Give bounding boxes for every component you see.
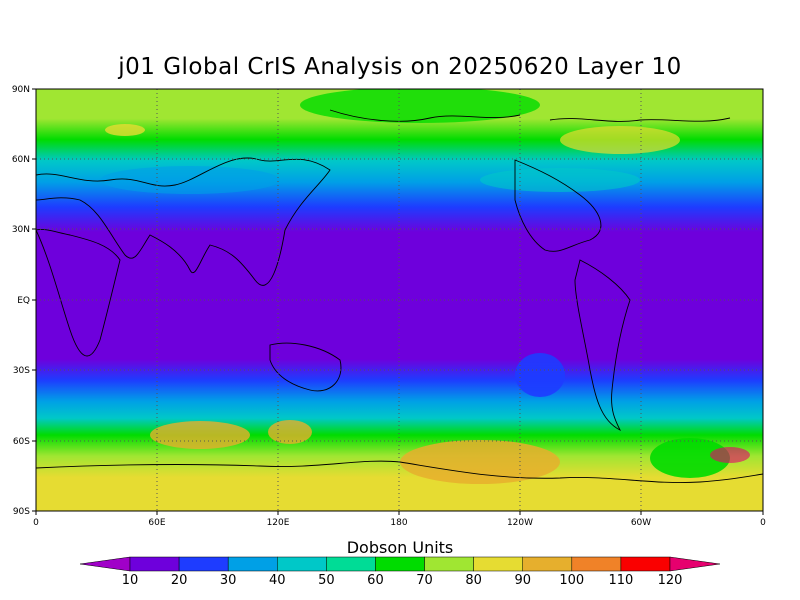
colorbar-swatch bbox=[277, 556, 327, 572]
colorbar-label: 90 bbox=[514, 573, 531, 588]
colorbar-swatch bbox=[473, 556, 523, 572]
colorbar-label: 30 bbox=[220, 573, 237, 588]
lat-tick-label: 90N bbox=[12, 85, 30, 95]
colorbar-label: 50 bbox=[318, 573, 335, 588]
colorbar-swatch bbox=[178, 556, 229, 572]
colorbar-swatch bbox=[620, 556, 671, 572]
lon-tick-label: 60E bbox=[148, 518, 165, 528]
colorbar-label: 60 bbox=[367, 573, 384, 588]
colorbar-title: Dobson Units bbox=[347, 538, 454, 557]
colorbar-swatch bbox=[129, 556, 180, 572]
colorbar-swatch bbox=[79, 556, 131, 572]
lon-tick-label: 180 bbox=[390, 518, 407, 528]
colorbar-label: 120 bbox=[658, 573, 683, 588]
colorbar-swatch bbox=[375, 556, 425, 572]
colorbar-swatch bbox=[571, 556, 622, 572]
lon-tick-label: 0 bbox=[760, 518, 766, 528]
colorbar-swatch bbox=[669, 556, 721, 572]
lon-tick-label: 0 bbox=[33, 518, 39, 528]
ozone-map: 90N 60N 30N EQ 30S 60S 90S 0 60E 120E 18… bbox=[12, 85, 766, 528]
lat-tick-label: 60N bbox=[12, 155, 30, 165]
colorbar-label: 110 bbox=[608, 573, 633, 588]
lat-tick-label: 60S bbox=[13, 437, 30, 447]
colorbar-swatch bbox=[326, 556, 376, 572]
colorbar-label: 40 bbox=[269, 573, 286, 588]
lat-tick-label: 30N bbox=[12, 225, 30, 235]
colorbar-label: 10 bbox=[122, 573, 139, 588]
colorbar-swatches bbox=[79, 556, 721, 572]
lon-tick-label: 60W bbox=[631, 518, 651, 528]
colorbar-swatch bbox=[227, 556, 278, 572]
coastlines bbox=[36, 109, 763, 483]
colorbar-label: 80 bbox=[465, 573, 482, 588]
lat-tick-label: EQ bbox=[17, 296, 30, 306]
colorbar-swatch bbox=[424, 556, 474, 572]
colorbar-label: 20 bbox=[171, 573, 188, 588]
lat-tick-label: 30S bbox=[13, 366, 30, 376]
tick-marks bbox=[32, 88, 764, 515]
map-title: j01 Global CrIS Analysis on 20250620 Lay… bbox=[118, 54, 682, 80]
colorbar-label: 70 bbox=[416, 573, 433, 588]
lon-tick-label: 120E bbox=[267, 518, 290, 528]
colorbar-label: 100 bbox=[559, 573, 584, 588]
colorbar-swatch bbox=[522, 556, 573, 572]
lon-tick-label: 120W bbox=[507, 518, 533, 528]
lat-tick-label: 90S bbox=[13, 507, 30, 517]
